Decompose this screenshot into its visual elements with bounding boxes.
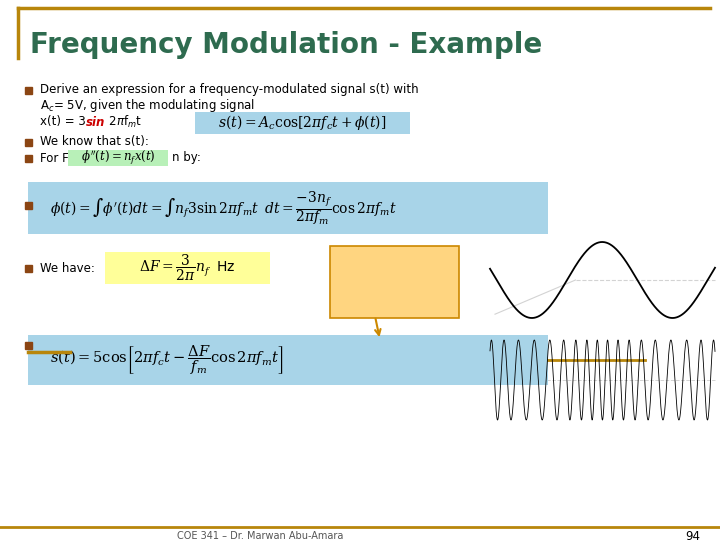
Text: varies as $\phi'$,: varies as $\phi'$, [362,267,426,281]
Text: i.e. as sin  not: i.e. as sin not [357,281,431,291]
Text: A$_c$= 5V, given the modulating signal: A$_c$= 5V, given the modulating signal [40,97,255,113]
Text: Frequency Modulation - Example: Frequency Modulation - Example [30,31,542,59]
Text: 2$\pi$f$_m$t: 2$\pi$f$_m$t [105,114,143,130]
FancyBboxPatch shape [28,182,548,234]
Bar [24,265,32,272]
Bar [24,154,32,161]
Text: We know that s(t):: We know that s(t): [40,136,149,148]
Text: x(t) = 3: x(t) = 3 [40,116,89,129]
Text: -: - [40,190,44,200]
FancyBboxPatch shape [105,252,270,284]
Text: sin: sin [86,116,105,129]
Text: as – cos !!: as – cos !! [367,293,420,303]
Text: $\phi(t) = \int \phi'(t)dt = \int n_f 3\sin 2\pi f_m t \;\; dt = \dfrac{-3n_f}{2: $\phi(t) = \int \phi'(t)dt = \int n_f 3\… [50,189,397,227]
FancyBboxPatch shape [28,335,548,385]
Bar [24,86,32,93]
FancyBboxPatch shape [68,150,168,166]
FancyBboxPatch shape [330,246,459,318]
Text: $\Delta F = \dfrac{3}{2\pi} n_f\;$ Hz: $\Delta F = \dfrac{3}{2\pi} n_f\;$ Hz [139,253,235,283]
Text: Derive an expression for a frequency-modulated signal s(t) with: Derive an expression for a frequency-mod… [40,84,418,97]
Text: But frequency: But frequency [357,257,431,267]
Text: n by:: n by: [172,152,201,165]
Bar [24,201,32,208]
Text: $s(t) = 5\cos\!\left[2\pi f_c t - \dfrac{\Delta F}{f_m}\cos 2\pi f_m t\right]$: $s(t) = 5\cos\!\left[2\pi f_c t - \dfrac… [50,343,284,377]
Bar [24,138,32,145]
Text: $s(t) = A_c\cos[2\pi f_c t + \phi(t)]$: $s(t) = A_c\cos[2\pi f_c t + \phi(t)]$ [218,113,386,132]
Text: We have:: We have: [40,261,95,274]
Text: COE 341 – Dr. Marwan Abu-Amara: COE 341 – Dr. Marwan Abu-Amara [177,531,343,540]
Text: $\phi''(t) = n_f x(t)$: $\phi''(t) = n_f x(t)$ [81,148,156,167]
Text: For F: For F [40,152,73,165]
FancyBboxPatch shape [195,112,410,134]
Text: 94: 94 [685,530,700,540]
Bar [24,341,32,348]
